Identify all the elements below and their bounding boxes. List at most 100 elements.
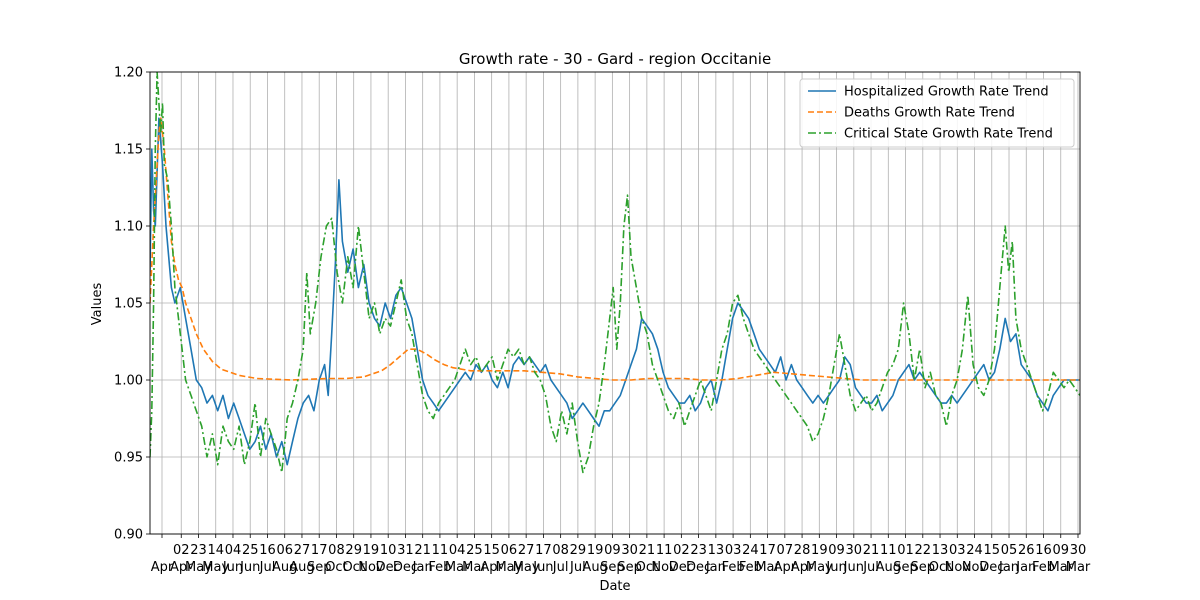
legend-label-3: Critical State Growth Rate Trend: [844, 127, 1053, 142]
x-tick-month-label: Jun: [825, 560, 846, 575]
x-tick-month-label: Feb: [739, 560, 762, 575]
x-tick-month-label: Jun: [843, 560, 864, 575]
x-tick-month-label: Oct: [929, 560, 951, 575]
x-tick-month-label: Aug: [272, 560, 297, 575]
x-tick-month-label: Dec: [686, 560, 711, 575]
series-line-1: [150, 117, 1080, 466]
x-tick-month-label: May: [495, 560, 522, 575]
x-tick-day-label: 25: [466, 543, 483, 558]
x-tick-day-label: 03: [949, 543, 966, 558]
x-tick-month-label: Mar: [755, 560, 780, 575]
x-tick-month-label: Dec: [669, 560, 694, 575]
x-tick-month-label: Jan: [412, 560, 433, 575]
y-tick-label: 0.95: [114, 451, 143, 466]
x-tick-day-label: 19: [587, 543, 604, 558]
x-tick-month-label: Apr: [170, 560, 193, 575]
x-tick-month-label: Dec: [376, 560, 401, 575]
x-tick-month-label: Oct: [342, 560, 364, 575]
x-tick-day-label: 24: [966, 543, 983, 558]
x-tick-month-label: Mar: [1066, 560, 1091, 575]
x-tick-month-label: Jul: [259, 560, 276, 575]
x-tick-month-label: Nov: [945, 560, 971, 575]
x-tick-month-label: Oct: [636, 560, 658, 575]
x-tick-month-label: Dec: [979, 560, 1004, 575]
x-tick-day-label: 16: [259, 543, 276, 558]
y-tick-label: 1.10: [114, 220, 143, 235]
y-tick-label: 1.05: [114, 297, 143, 312]
x-tick-day-label: 30: [1070, 543, 1087, 558]
x-tick-month-label: May: [202, 560, 229, 575]
y-tick-label: 1.20: [114, 66, 143, 81]
x-tick-month-label: Aug: [876, 560, 901, 575]
y-axis-label: Values: [90, 283, 105, 326]
x-tick-day-label: 01: [897, 543, 914, 558]
x-tick-day-label: 23: [190, 543, 207, 558]
chart-title: Growth rate - 30 - Gard - region Occitan…: [459, 50, 771, 68]
x-tick-day-label: 14: [207, 543, 224, 558]
x-tick-month-label: Sep: [911, 560, 936, 575]
x-tick-day-label: 04: [449, 543, 466, 558]
x-tick-day-label: 05: [1001, 543, 1018, 558]
x-tick-day-label: 24: [742, 543, 759, 558]
x-tick-month-label: Jun: [222, 560, 243, 575]
series-line-2: [150, 117, 1080, 381]
x-tick-day-label: 21: [639, 543, 656, 558]
x-tick-month-label: Jan: [705, 560, 726, 575]
x-tick-month-label: Apr: [480, 560, 503, 575]
x-tick-day-label: 08: [552, 543, 569, 558]
x-tick-day-label: 02: [173, 543, 190, 558]
y-tick-label: 0.90: [114, 528, 143, 543]
legend-label-2: Deaths Growth Rate Trend: [844, 106, 1015, 121]
legend: Hospitalized Growth Rate Trend Deaths Gro…: [799, 78, 1075, 148]
y-tick-label: 1.15: [114, 143, 143, 158]
x-tick-month-label: Sep: [600, 560, 625, 575]
x-axis-label: Date: [599, 579, 630, 594]
x-tick-month-label: Nov: [651, 560, 677, 575]
x-tick-day-label: 06: [276, 543, 293, 558]
legend-label-1: Hospitalized Growth Rate Trend: [844, 85, 1049, 100]
x-tick-day-label: 11: [432, 543, 449, 558]
x-tick-month-label: Jul: [552, 560, 569, 575]
x-tick-day-label: 28: [794, 543, 811, 558]
x-tick-day-label: 19: [363, 543, 380, 558]
x-tick-day-label: 11: [656, 543, 673, 558]
x-tick-month-label: Apr: [774, 560, 797, 575]
x-tick-month-label: Apr: [791, 560, 814, 575]
x-tick-day-label: 27: [518, 543, 535, 558]
x-tick-day-label: 17: [535, 543, 552, 558]
x-tick-month-label: Oct: [325, 560, 347, 575]
axes-frame: [149, 71, 1081, 535]
x-tick-month-label: Nov: [962, 560, 988, 575]
x-tick-month-label: Apr: [151, 560, 174, 575]
x-tick-day-label: 29: [345, 543, 362, 558]
x-tick-day-label: 08: [328, 543, 345, 558]
series-group: [150, 72, 1080, 474]
x-tick-month-label: May: [185, 560, 212, 575]
x-tick-day-label: 22: [915, 543, 932, 558]
x-tick-day-label: 26: [1018, 543, 1035, 558]
x-tick-month-label: May: [513, 560, 540, 575]
x-tick-month-label: Dec: [393, 560, 418, 575]
x-tick-day-label: 17: [759, 543, 776, 558]
x-tick-day-label: 02: [673, 543, 690, 558]
x-tick-day-label: 13: [932, 543, 949, 558]
x-tick-day-label: 06: [501, 543, 518, 558]
x-tick-day-label: 13: [708, 543, 725, 558]
x-tick-day-label: 07: [777, 543, 794, 558]
x-tick-month-label: Jun: [239, 560, 260, 575]
x-tick-month-label: Mar: [462, 560, 487, 575]
x-tick-day-label: 16: [1035, 543, 1052, 558]
x-tick-month-label: Jan: [998, 560, 1019, 575]
x-tick-month-label: Mar: [445, 560, 470, 575]
series-line-3: [150, 72, 1080, 474]
x-tick-month-label: Feb: [722, 560, 745, 575]
x-tick-month-label: Sep: [307, 560, 332, 575]
legend-box: [799, 78, 1075, 148]
x-tick-day-label: 29: [570, 543, 587, 558]
x-tick-month-label: Jun: [532, 560, 553, 575]
y-tick-label: 1.00: [114, 374, 143, 389]
x-tick-day-label: 17: [311, 543, 328, 558]
x-tick-month-label: Aug: [582, 560, 607, 575]
x-tick-day-label: 03: [725, 543, 742, 558]
